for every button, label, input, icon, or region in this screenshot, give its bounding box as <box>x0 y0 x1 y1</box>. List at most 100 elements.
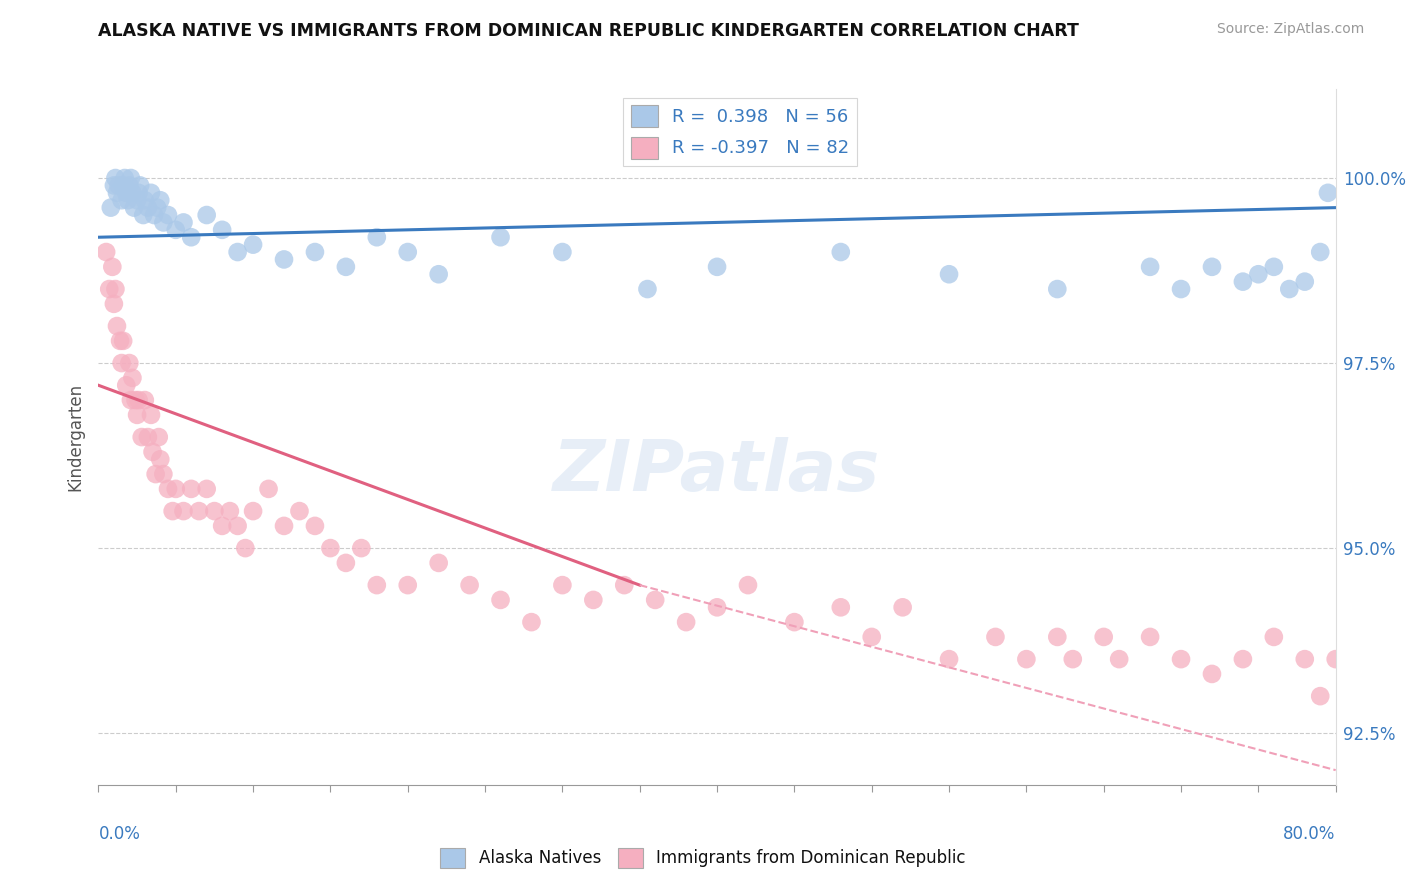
Point <box>136 201 159 215</box>
Point <box>830 245 852 260</box>
Point <box>458 578 481 592</box>
Point <box>103 178 125 193</box>
Point <box>122 201 145 215</box>
Point <box>188 504 211 518</box>
Point <box>1108 652 1130 666</box>
Point <box>304 245 326 260</box>
Point <box>162 504 184 518</box>
Point <box>783 615 806 629</box>
Point <box>427 556 450 570</box>
Point <box>551 578 574 592</box>
Point <box>273 519 295 533</box>
Point <box>120 171 142 186</box>
Text: 80.0%: 80.0% <box>1284 825 1336 843</box>
Point <box>1139 630 1161 644</box>
Point <box>273 252 295 267</box>
Point <box>1294 652 1316 666</box>
Point <box>1263 630 1285 644</box>
Point <box>1046 282 1069 296</box>
Point <box>120 393 142 408</box>
Point <box>157 482 180 496</box>
Point <box>1340 674 1362 689</box>
Point <box>165 482 187 496</box>
Point <box>1232 275 1254 289</box>
Point <box>142 445 165 459</box>
Point <box>195 208 218 222</box>
Point <box>131 430 153 444</box>
Point <box>489 593 512 607</box>
Point <box>128 186 150 200</box>
Point <box>520 615 543 629</box>
Point <box>427 267 450 281</box>
Point <box>104 171 127 186</box>
Point <box>226 519 249 533</box>
Point <box>350 541 373 555</box>
Point <box>1355 689 1378 703</box>
Point <box>127 193 149 207</box>
Point <box>118 356 141 370</box>
Point <box>637 282 659 296</box>
Point <box>1062 652 1084 666</box>
Point <box>257 482 280 496</box>
Point <box>211 223 233 237</box>
Point <box>1309 245 1331 260</box>
Point <box>675 615 697 629</box>
Point <box>319 541 342 555</box>
Point <box>1015 652 1038 666</box>
Text: 0.0%: 0.0% <box>98 825 141 843</box>
Point <box>112 178 135 193</box>
Point <box>173 504 195 518</box>
Point <box>1201 667 1223 681</box>
Point <box>335 260 357 274</box>
Point <box>101 260 124 274</box>
Point <box>304 519 326 533</box>
Point <box>96 245 118 260</box>
Point <box>830 600 852 615</box>
Point <box>152 215 174 229</box>
Point <box>706 600 728 615</box>
Point <box>1139 260 1161 274</box>
Legend: R =  0.398   N = 56, R = -0.397   N = 82: R = 0.398 N = 56, R = -0.397 N = 82 <box>623 98 856 166</box>
Point <box>115 186 138 200</box>
Point <box>1402 704 1406 718</box>
Point <box>111 193 134 207</box>
Point <box>1092 630 1115 644</box>
Point <box>152 467 174 481</box>
Point <box>180 482 202 496</box>
Point <box>860 630 883 644</box>
Point <box>136 430 159 444</box>
Point <box>1232 652 1254 666</box>
Point <box>165 223 187 237</box>
Point <box>132 208 155 222</box>
Point <box>173 215 195 229</box>
Text: Source: ZipAtlas.com: Source: ZipAtlas.com <box>1216 22 1364 37</box>
Point <box>1294 275 1316 289</box>
Point <box>1247 267 1270 281</box>
Point <box>1371 652 1393 666</box>
Point <box>107 178 129 193</box>
Point <box>938 652 960 666</box>
Point <box>134 193 156 207</box>
Point <box>644 593 666 607</box>
Point <box>1309 689 1331 703</box>
Point <box>984 630 1007 644</box>
Point <box>706 260 728 274</box>
Point <box>891 600 914 615</box>
Point <box>129 178 152 193</box>
Point <box>226 245 249 260</box>
Point <box>112 334 135 348</box>
Point <box>100 201 122 215</box>
Point <box>1201 260 1223 274</box>
Point <box>242 237 264 252</box>
Point <box>582 593 605 607</box>
Point <box>938 267 960 281</box>
Point <box>105 319 128 334</box>
Point <box>204 504 226 518</box>
Point <box>180 230 202 244</box>
Point <box>98 282 121 296</box>
Point <box>121 186 143 200</box>
Text: ALASKA NATIVE VS IMMIGRANTS FROM DOMINICAN REPUBLIC KINDERGARTEN CORRELATION CHA: ALASKA NATIVE VS IMMIGRANTS FROM DOMINIC… <box>98 22 1080 40</box>
Point <box>288 504 311 518</box>
Point <box>1386 689 1406 703</box>
Point <box>335 556 357 570</box>
